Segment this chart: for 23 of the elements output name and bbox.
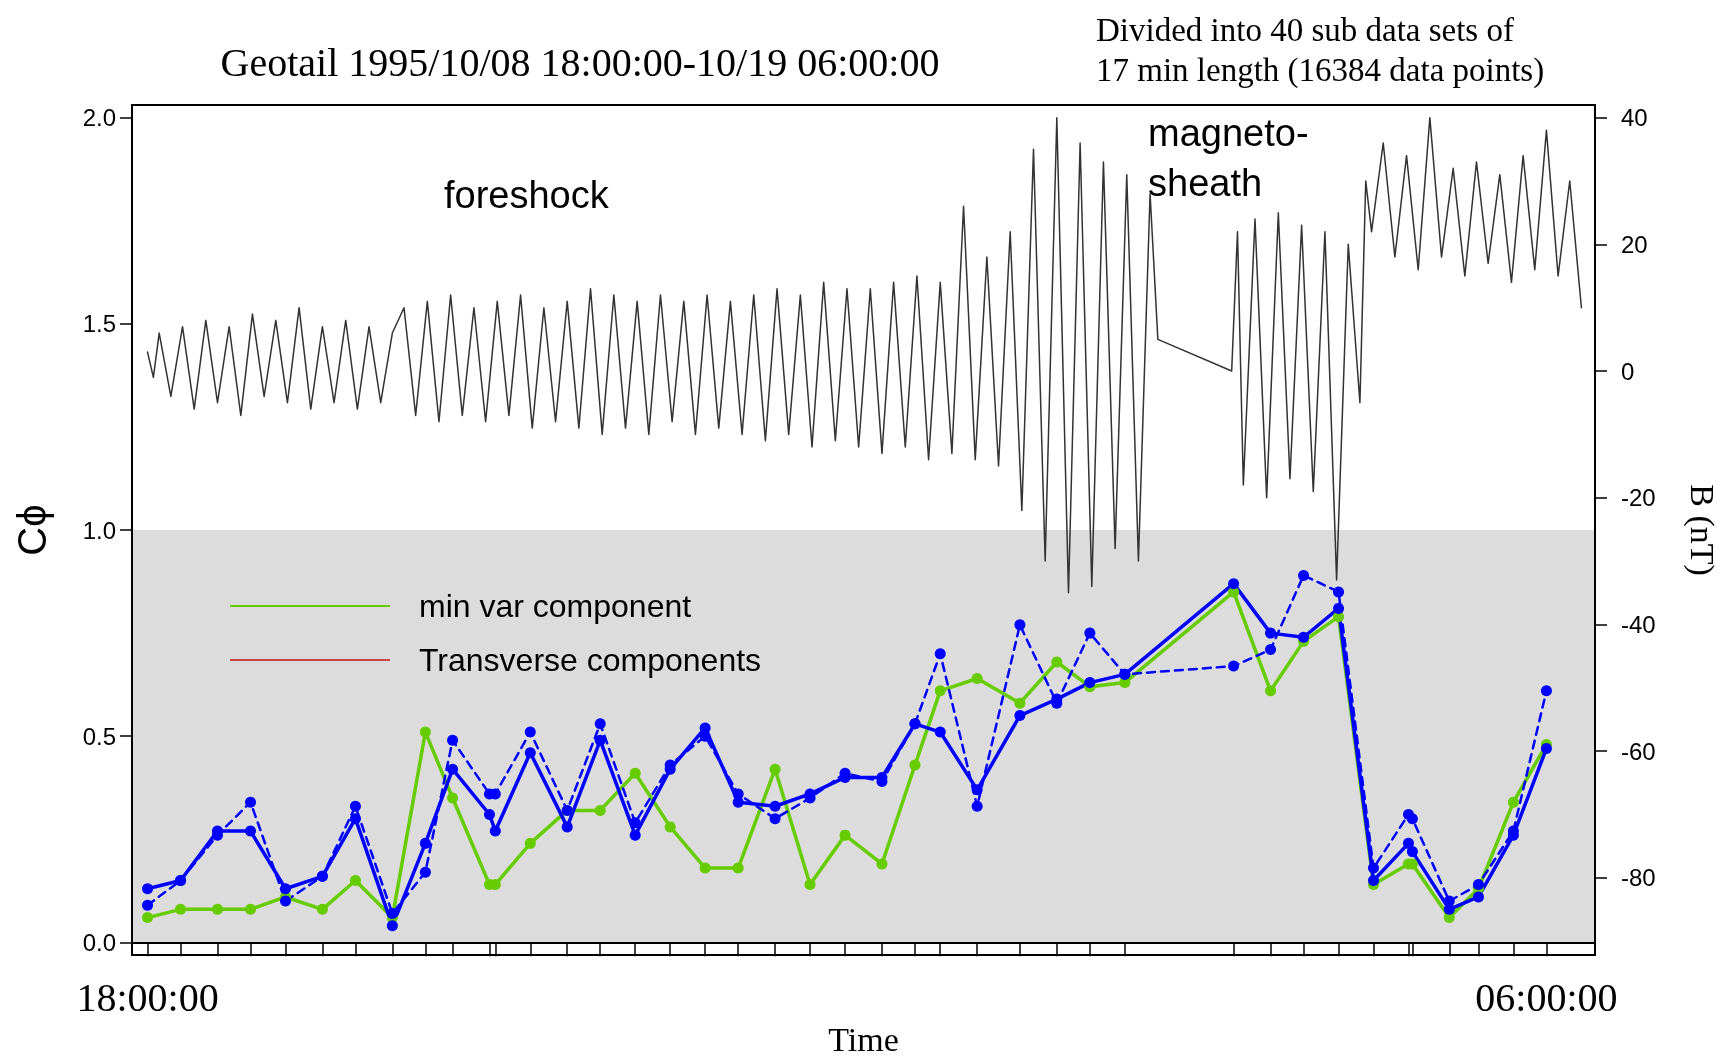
legend-label: Transverse components <box>419 642 762 678</box>
chart-title: Geotail 1995/10/08 18:00:00-10/19 06:00:00 <box>220 39 940 85</box>
text: Divided into 40 sub data sets of 17 min length (16384 data points) <box>1096 12 1545 89</box>
y-tick-label: 2.0 <box>82 104 116 132</box>
x-axis-title: Time <box>828 1020 899 1058</box>
y2-tick-label: 20 <box>1621 230 1648 258</box>
y2-tick-label: 0 <box>1621 357 1635 385</box>
y-tick-label: 1.5 <box>82 310 116 338</box>
y2-tick-label: -60 <box>1621 737 1656 765</box>
y-axis-title: Cϕ <box>10 504 54 556</box>
annotation: magneto- sheath <box>1148 112 1309 204</box>
x-tick-label: 06:00:00 <box>1475 974 1618 1020</box>
y2-axis-title: B (nT) <box>1682 484 1721 576</box>
y2-tick-label: -80 <box>1621 864 1656 892</box>
y2-tick-label: 40 <box>1621 104 1648 132</box>
y2-tick-label: -40 <box>1621 610 1656 638</box>
y2-tick-label: -20 <box>1621 484 1656 512</box>
legend-label: min var component <box>419 588 692 624</box>
y-tick-label: 0.0 <box>82 928 116 956</box>
x-tick-label: 18:00:00 <box>76 974 219 1020</box>
annotation: foreshock <box>444 174 610 216</box>
y-tick-label: 1.0 <box>82 516 116 544</box>
y-tick-label: 0.5 <box>82 722 116 750</box>
